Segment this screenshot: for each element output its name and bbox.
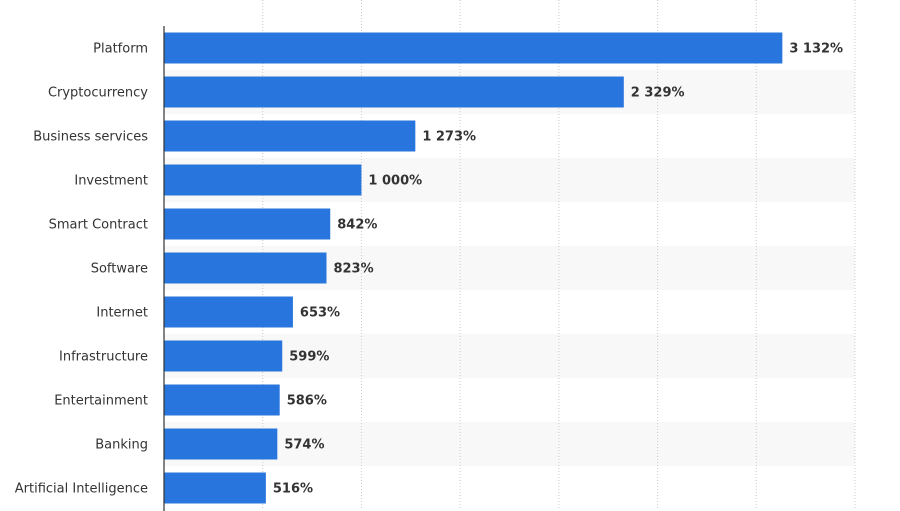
category-label: Banking bbox=[95, 438, 148, 453]
bar bbox=[164, 340, 283, 372]
category-label: Platform bbox=[93, 42, 148, 57]
bar bbox=[164, 472, 266, 504]
data-label: 1 273% bbox=[422, 130, 476, 145]
bar bbox=[164, 164, 362, 196]
category-label: Artificial Intelligence bbox=[15, 482, 148, 497]
category-label: Cryptocurrency bbox=[48, 86, 148, 101]
bar bbox=[164, 208, 331, 240]
bar bbox=[164, 120, 416, 152]
data-label: 1 000% bbox=[368, 174, 422, 189]
bar bbox=[164, 252, 327, 284]
category-label: Investment bbox=[74, 174, 148, 189]
data-label: 2 329% bbox=[631, 86, 685, 101]
category-label: Internet bbox=[96, 306, 148, 321]
bar bbox=[164, 296, 293, 328]
category-label: Entertainment bbox=[54, 394, 148, 409]
bar bbox=[164, 32, 783, 64]
data-label: 586% bbox=[287, 394, 327, 409]
data-label: 3 132% bbox=[789, 42, 843, 57]
bar bbox=[164, 428, 278, 460]
bar bbox=[164, 384, 280, 416]
category-label: Infrastructure bbox=[59, 350, 148, 365]
data-label: 599% bbox=[289, 350, 329, 365]
bar bbox=[164, 76, 624, 108]
data-label: 516% bbox=[273, 482, 313, 497]
category-label: Business services bbox=[33, 130, 148, 145]
data-label: 842% bbox=[337, 218, 377, 233]
category-label: Software bbox=[91, 262, 148, 277]
row-stripe bbox=[164, 422, 855, 466]
data-label: 574% bbox=[284, 438, 324, 453]
category-label: Smart Contract bbox=[49, 218, 148, 233]
data-label: 653% bbox=[300, 306, 340, 321]
data-label: 823% bbox=[333, 262, 373, 277]
